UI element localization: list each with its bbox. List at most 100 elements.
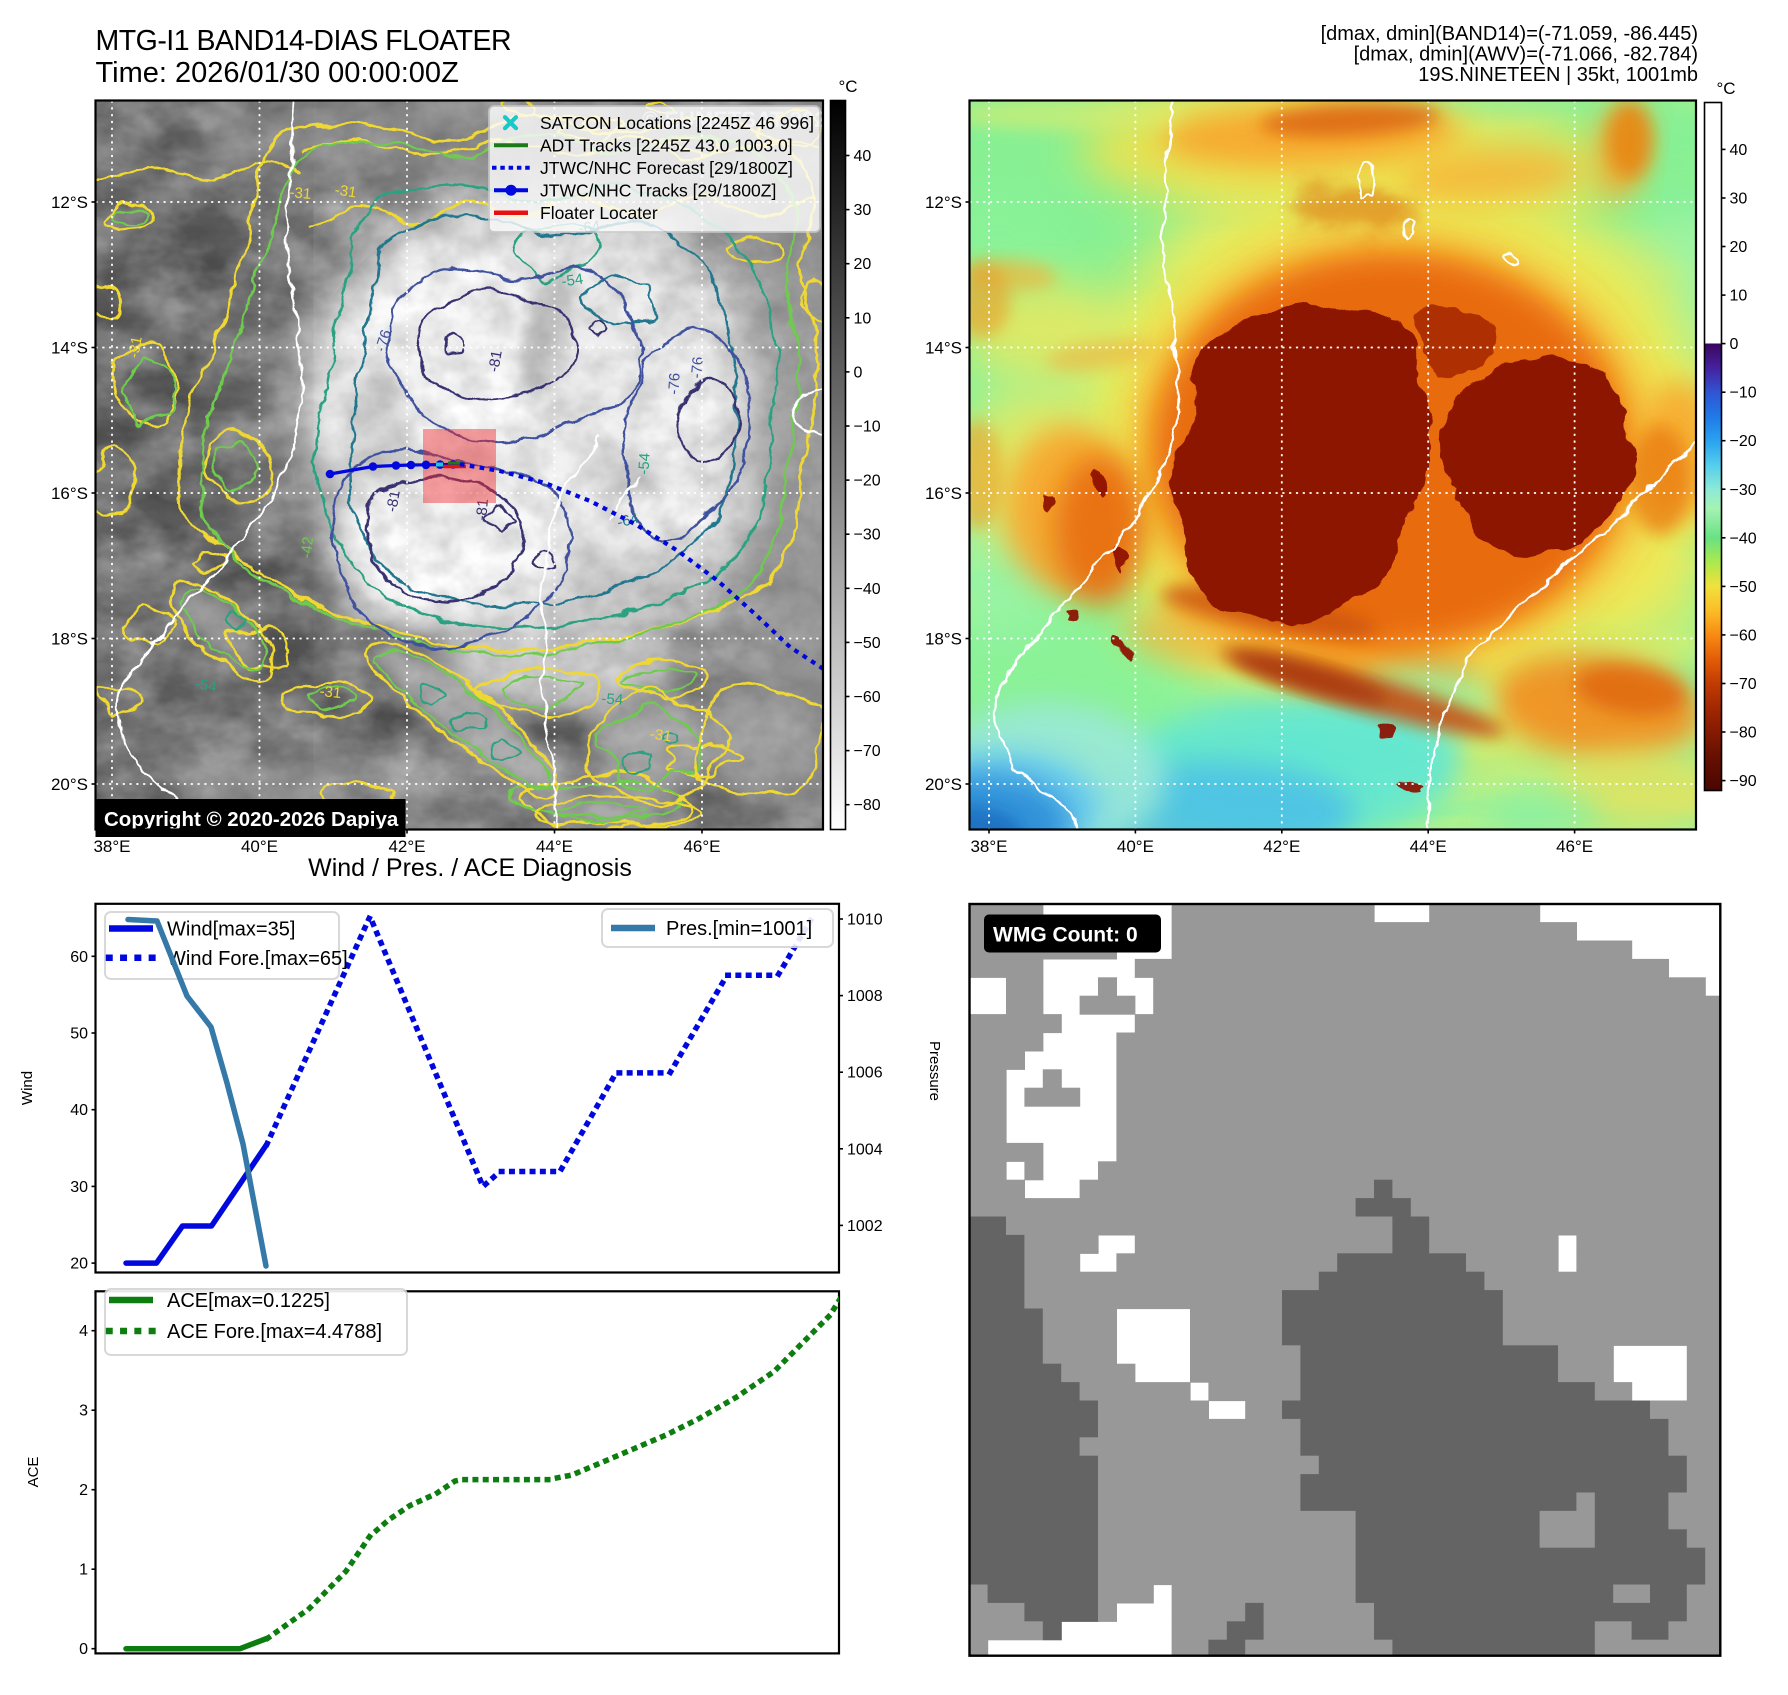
svg-text:−60: −60 bbox=[854, 689, 881, 706]
svg-text:−20: −20 bbox=[854, 473, 881, 490]
svg-text:-76: -76 bbox=[665, 372, 683, 395]
svg-text:Floater Locater: Floater Locater bbox=[540, 203, 658, 223]
svg-text:20: 20 bbox=[1730, 239, 1748, 256]
svg-text:30: 30 bbox=[1730, 191, 1748, 208]
svg-text:ACE[max=0.1225]: ACE[max=0.1225] bbox=[167, 1290, 330, 1312]
svg-text:WMG Count: 0: WMG Count: 0 bbox=[993, 924, 1138, 947]
svg-text:ACE: ACE bbox=[25, 1457, 42, 1488]
svg-text:−20: −20 bbox=[1730, 433, 1757, 450]
svg-text:0: 0 bbox=[79, 1641, 88, 1658]
svg-text:−80: −80 bbox=[1730, 725, 1757, 742]
svg-text:1010: 1010 bbox=[847, 912, 883, 929]
svg-text:Time: 2026/01/30 00:00:00Z: Time: 2026/01/30 00:00:00Z bbox=[96, 57, 459, 89]
svg-text:-54: -54 bbox=[560, 271, 584, 291]
svg-text:18°S: 18°S bbox=[51, 630, 88, 649]
svg-text:40: 40 bbox=[1730, 142, 1748, 159]
svg-text:38°E: 38°E bbox=[970, 837, 1007, 856]
svg-text:1002: 1002 bbox=[847, 1218, 883, 1235]
svg-text:1: 1 bbox=[79, 1562, 88, 1579]
svg-text:-81: -81 bbox=[383, 489, 404, 513]
svg-text:Pressure: Pressure bbox=[926, 1041, 943, 1101]
svg-text:44°E: 44°E bbox=[1410, 837, 1447, 856]
svg-text:−70: −70 bbox=[854, 743, 881, 760]
svg-text:JTWC/NHC Tracks [29/1800Z]: JTWC/NHC Tracks [29/1800Z] bbox=[540, 180, 776, 200]
svg-text:−40: −40 bbox=[854, 581, 881, 598]
svg-text:-31: -31 bbox=[649, 726, 673, 746]
svg-text:3: 3 bbox=[79, 1403, 88, 1420]
svg-text:−10: −10 bbox=[1730, 385, 1757, 402]
svg-text:MTG-I1 BAND14-DIAS FLOATER: MTG-I1 BAND14-DIAS FLOATER bbox=[96, 25, 512, 57]
svg-text:30: 30 bbox=[70, 1179, 88, 1196]
svg-text:−10: −10 bbox=[854, 419, 881, 436]
svg-text:20°S: 20°S bbox=[51, 775, 88, 794]
svg-text:−40: −40 bbox=[1730, 530, 1757, 547]
svg-text:12°S: 12°S bbox=[925, 193, 962, 212]
svg-text:1008: 1008 bbox=[847, 988, 883, 1005]
svg-text:16°S: 16°S bbox=[51, 484, 88, 503]
svg-text:-42: -42 bbox=[298, 536, 317, 559]
svg-text:16°S: 16°S bbox=[925, 484, 962, 503]
svg-text:ADT Tracks [2245Z 43.0 1003.0]: ADT Tracks [2245Z 43.0 1003.0] bbox=[540, 135, 793, 155]
svg-text:40°E: 40°E bbox=[241, 837, 278, 856]
svg-text:ACE Fore.[max=4.4788]: ACE Fore.[max=4.4788] bbox=[167, 1321, 382, 1343]
svg-text:40: 40 bbox=[854, 148, 872, 165]
svg-text:-54: -54 bbox=[194, 675, 218, 696]
svg-text:46°E: 46°E bbox=[1556, 837, 1593, 856]
svg-text:14°S: 14°S bbox=[51, 339, 88, 358]
svg-text:12°S: 12°S bbox=[51, 193, 88, 212]
svg-text:−90: −90 bbox=[1730, 773, 1757, 790]
svg-text:Wind: Wind bbox=[19, 1071, 36, 1105]
svg-text:−30: −30 bbox=[1730, 482, 1757, 499]
svg-text:°C: °C bbox=[838, 77, 857, 96]
svg-text:Wind[max=35]: Wind[max=35] bbox=[167, 919, 295, 941]
svg-text:0: 0 bbox=[1730, 336, 1739, 353]
svg-text:−60: −60 bbox=[1730, 627, 1757, 644]
svg-text:30: 30 bbox=[854, 202, 872, 219]
svg-text:-31: -31 bbox=[125, 335, 146, 359]
svg-text:42°E: 42°E bbox=[1263, 837, 1300, 856]
svg-text:40°E: 40°E bbox=[1117, 837, 1154, 856]
svg-text:-54: -54 bbox=[601, 690, 624, 708]
svg-text:-76: -76 bbox=[688, 356, 707, 379]
svg-text:0: 0 bbox=[854, 364, 863, 381]
svg-text:°C: °C bbox=[1716, 79, 1735, 98]
svg-text:2: 2 bbox=[79, 1482, 88, 1499]
svg-text:40: 40 bbox=[70, 1102, 88, 1119]
svg-text:Wind Fore.[max=65]: Wind Fore.[max=65] bbox=[167, 948, 348, 970]
svg-text:−50: −50 bbox=[1730, 579, 1757, 596]
svg-text:-81: -81 bbox=[485, 349, 506, 373]
svg-text:14°S: 14°S bbox=[925, 339, 962, 358]
svg-text:50: 50 bbox=[70, 1026, 88, 1043]
svg-text:42°E: 42°E bbox=[388, 837, 425, 856]
svg-text:4: 4 bbox=[79, 1323, 88, 1340]
svg-text:−50: −50 bbox=[854, 635, 881, 652]
svg-text:60: 60 bbox=[70, 949, 88, 966]
svg-text:1004: 1004 bbox=[847, 1141, 883, 1158]
svg-text:-81: -81 bbox=[473, 498, 492, 521]
svg-text:−30: −30 bbox=[854, 527, 881, 544]
svg-text:[dmax, dmin](BAND14)=(-71.059,: [dmax, dmin](BAND14)=(-71.059, -86.445) bbox=[1321, 23, 1698, 45]
svg-text:−80: −80 bbox=[854, 797, 881, 814]
svg-text:20: 20 bbox=[70, 1256, 88, 1273]
svg-text:18°S: 18°S bbox=[925, 630, 962, 649]
svg-text:-54: -54 bbox=[635, 452, 653, 475]
svg-text:−70: −70 bbox=[1730, 676, 1757, 693]
svg-text:19S.NINETEEN | 35kt, 1001mb: 19S.NINETEEN | 35kt, 1001mb bbox=[1418, 64, 1698, 86]
svg-text:-31: -31 bbox=[289, 184, 312, 203]
svg-text:46°E: 46°E bbox=[683, 837, 720, 856]
svg-text:[dmax, dmin](AWV)=(-71.066, -8: [dmax, dmin](AWV)=(-71.066, -82.784) bbox=[1354, 44, 1698, 66]
svg-text:SATCON Locations [2245Z 46 996: SATCON Locations [2245Z 46 996] bbox=[540, 113, 814, 133]
svg-text:20: 20 bbox=[854, 256, 872, 273]
svg-text:JTWC/NHC Forecast [29/1800Z]: JTWC/NHC Forecast [29/1800Z] bbox=[540, 158, 793, 178]
svg-text:Pres.[min=1001]: Pres.[min=1001] bbox=[666, 918, 812, 940]
svg-text:38°E: 38°E bbox=[93, 837, 130, 856]
svg-text:10: 10 bbox=[854, 310, 872, 327]
svg-text:1006: 1006 bbox=[847, 1065, 883, 1082]
svg-text:Copyright © 2020-2026 Dapiya: Copyright © 2020-2026 Dapiya bbox=[104, 808, 399, 831]
svg-text:-31: -31 bbox=[319, 683, 342, 702]
svg-text:44°E: 44°E bbox=[536, 837, 573, 856]
svg-text:20°S: 20°S bbox=[925, 775, 962, 794]
svg-text:-31: -31 bbox=[334, 182, 358, 202]
svg-text:Wind / Pres. / ACE Diagnosis: Wind / Pres. / ACE Diagnosis bbox=[308, 854, 632, 882]
svg-text:10: 10 bbox=[1730, 288, 1748, 305]
